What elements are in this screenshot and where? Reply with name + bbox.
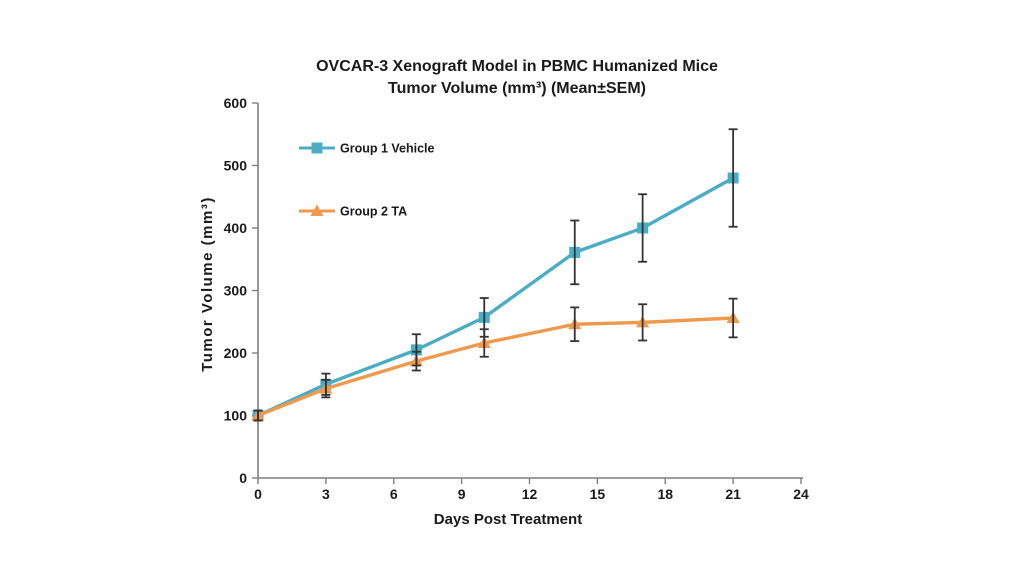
- error-bar: [728, 128, 738, 228]
- y-tick-label: 400: [224, 220, 248, 236]
- legend-label: Group 2 TA: [340, 205, 407, 219]
- chart-title-line1: OVCAR-3 Xenograft Model in PBMC Humanize…: [316, 58, 718, 75]
- x-tick-label: 21: [725, 486, 741, 502]
- error-bar: [253, 409, 263, 422]
- data-point-marker-triangle: [310, 204, 324, 216]
- x-tick-label: 6: [390, 486, 398, 502]
- legend-label: Group 1 Vehicle: [340, 142, 435, 156]
- error-bars-layer: [253, 128, 738, 422]
- chart-title-line2: Tumor Volume (mm³) (Mean±SEM): [388, 80, 646, 97]
- x-tick-label: 15: [590, 486, 606, 502]
- error-bar: [479, 328, 489, 358]
- x-axis-title: Days Post Treatment: [434, 511, 582, 528]
- error-bar: [570, 306, 580, 343]
- y-tick-label: 300: [224, 283, 248, 299]
- x-tick-label: 0: [254, 486, 262, 502]
- series-group-2-ta: [251, 311, 740, 421]
- y-tick-label: 100: [224, 408, 248, 424]
- error-bar: [411, 350, 421, 372]
- data-point-marker-square: [311, 142, 323, 154]
- axes-layer: 0 100 200 300 400 500 600 0 3 6 9 12 15 18 21 24: [224, 95, 809, 502]
- y-tick-label: 0: [239, 470, 247, 486]
- error-bar: [638, 193, 648, 263]
- error-bar: [321, 378, 331, 399]
- x-tick-label: 18: [657, 486, 673, 502]
- x-tick-label: 3: [322, 486, 330, 502]
- x-tick-label: 12: [522, 486, 538, 502]
- error-bar: [638, 303, 648, 342]
- legend-item-group-1-vehicle: Group 1 Vehicle: [299, 142, 435, 156]
- legend-item-group-2-ta: Group 2 TA: [299, 204, 407, 219]
- y-tick-label: 200: [224, 345, 248, 361]
- y-axis-title: Tumor Volume (mm³): [199, 196, 216, 372]
- y-tick-label: 500: [224, 158, 248, 174]
- error-bar: [728, 297, 738, 339]
- y-tick-label: 600: [224, 95, 248, 111]
- x-tick-label: 24: [793, 486, 809, 502]
- error-bar: [570, 219, 580, 286]
- series-line: [256, 316, 735, 418]
- x-tick-label: 9: [458, 486, 466, 502]
- legend: Group 1 Vehicle Group 2 TA: [299, 142, 435, 219]
